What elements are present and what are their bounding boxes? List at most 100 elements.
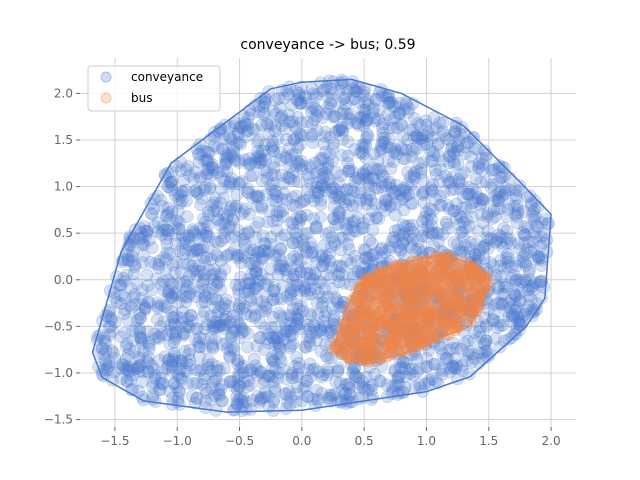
data-point [331,269,345,282]
data-point [260,172,274,185]
data-point [305,246,318,260]
data-point [271,268,285,282]
data-point [412,319,426,333]
data-point [372,317,386,331]
data-point [147,202,161,216]
data-point [189,290,202,304]
data-point [344,107,357,121]
data-point [472,271,486,285]
data-point [254,152,267,166]
data-point [304,177,318,191]
data-point [128,258,142,272]
data-point [537,280,551,294]
data-point [162,353,176,367]
data-point [357,85,371,99]
data-point [435,199,448,212]
data-point [510,199,524,213]
data-point [119,340,133,354]
data-point [518,228,531,241]
data-point [286,273,300,287]
data-point [420,130,434,143]
data-point [243,156,256,170]
data-point [236,398,250,412]
data-point [121,253,135,267]
data-point [412,292,426,306]
data-point [491,282,505,295]
data-point [256,244,270,258]
data-point [212,124,226,138]
data-point [172,223,186,236]
data-point [410,365,424,379]
data-point [404,178,418,191]
data-point [361,319,374,333]
data-point [373,86,386,99]
data-point [401,106,415,119]
data-point [410,267,424,281]
data-point [176,185,190,199]
data-point [373,145,387,158]
data-point [283,341,297,355]
data-point [256,391,269,405]
data-point [186,249,199,262]
data-point [138,303,152,316]
data-point [175,184,188,198]
data-point [474,175,488,189]
data-point [328,109,341,123]
x-tick-label: 2.0 [542,434,561,448]
data-point [376,117,390,131]
data-point [284,282,298,296]
data-point [185,389,199,403]
data-point [148,332,162,345]
data-point [407,297,421,311]
data-point [224,132,237,146]
data-point [396,184,410,197]
data-point [372,162,386,176]
data-point [332,191,346,204]
data-point [233,301,246,315]
data-point [273,262,287,276]
data-point [247,301,260,315]
data-point [237,366,250,380]
data-point [375,276,389,289]
data-point [357,119,371,133]
data-point [513,307,527,321]
data-point [434,287,447,301]
legend-label-conveyance: conveyance [131,70,203,84]
data-point [467,274,481,288]
data-point [267,395,280,409]
data-point [199,180,212,194]
data-point [142,356,155,370]
data-point [356,216,370,230]
data-point [432,294,446,308]
data-point [425,372,439,386]
data-point [333,266,346,279]
data-point [152,258,166,272]
data-point [114,297,128,311]
data-point [299,374,313,388]
data-point [117,358,130,372]
data-point [311,392,325,406]
data-point [302,322,316,336]
data-point [168,266,182,280]
data-point [393,301,407,315]
data-point [393,108,406,121]
data-point [458,337,471,350]
data-point [430,226,444,240]
data-point [346,93,359,106]
data-point [225,199,239,213]
data-point [199,229,213,242]
data-point [139,229,153,242]
data-point [253,150,267,163]
data-point [245,257,259,271]
data-point [217,312,230,326]
data-point [200,386,213,400]
data-point [224,247,238,260]
data-point [303,307,317,321]
data-point [327,212,341,226]
data-point [415,247,429,260]
data-point [517,310,530,323]
data-point [398,362,412,376]
data-point [231,354,245,368]
data-point [423,332,437,345]
data-point [166,326,180,340]
